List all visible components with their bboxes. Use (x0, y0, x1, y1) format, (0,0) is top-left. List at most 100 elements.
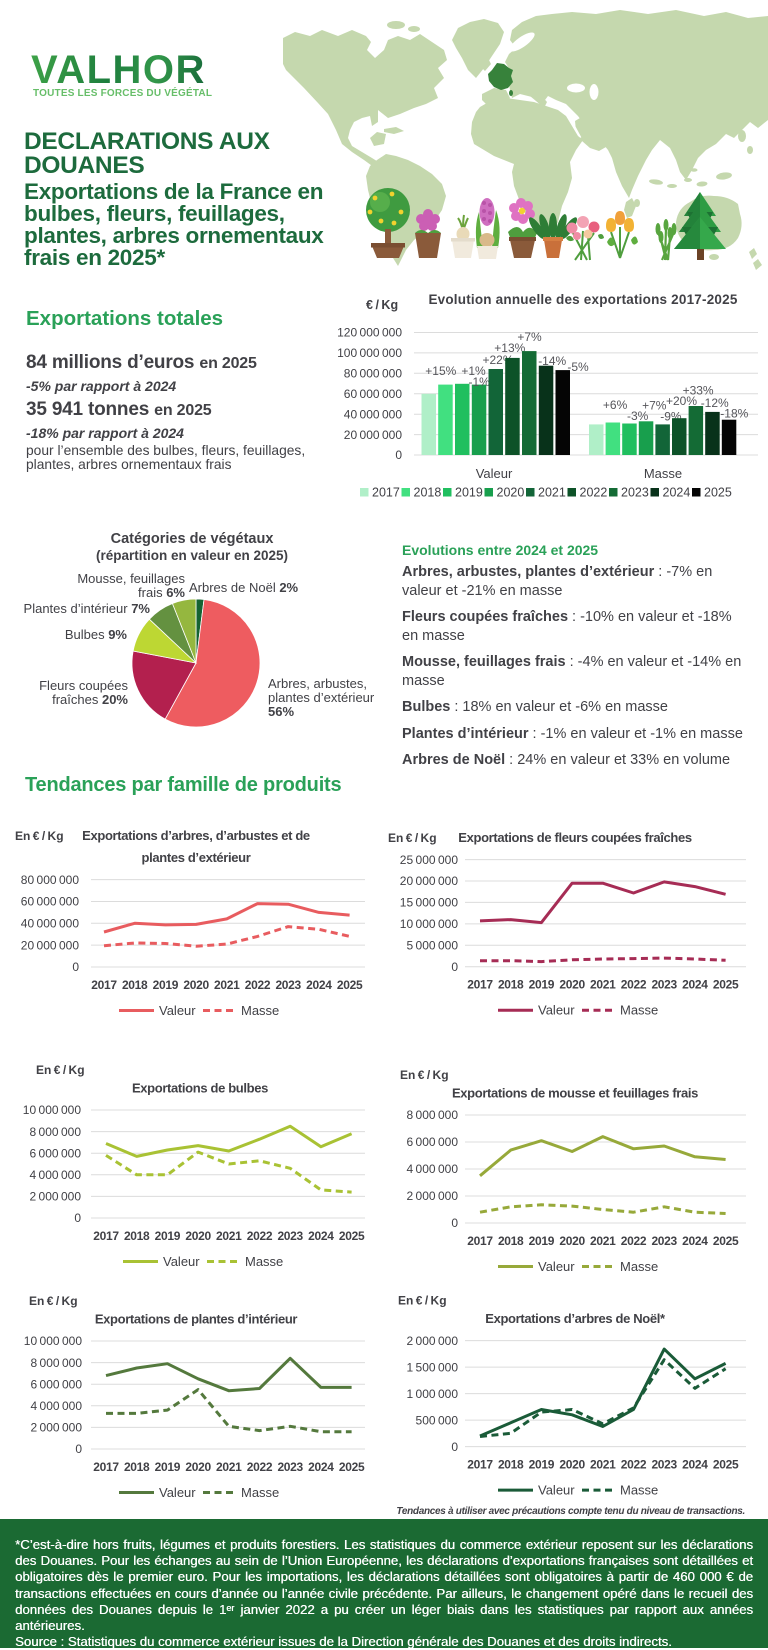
svg-text:2020: 2020 (183, 978, 209, 992)
svg-text:100 000 000: 100 000 000 (337, 346, 402, 360)
svg-text:2023: 2023 (621, 486, 649, 500)
svg-text:6 000 000: 6 000 000 (406, 1135, 458, 1149)
svg-text:2023: 2023 (277, 1460, 303, 1474)
svg-text:Masse: Masse (620, 1003, 658, 1018)
svg-text:2021: 2021 (590, 978, 616, 992)
svg-text:+20%: +20% (666, 394, 697, 408)
svg-text:0: 0 (75, 1442, 82, 1456)
svg-text:2019: 2019 (529, 1234, 555, 1248)
svg-text:4 000 000: 4 000 000 (406, 1162, 458, 1176)
svg-text:2019: 2019 (155, 1460, 181, 1474)
svg-text:25 000 000: 25 000 000 (400, 853, 459, 867)
svg-text:2023: 2023 (651, 1234, 677, 1248)
svg-text:2020: 2020 (559, 1458, 585, 1472)
svg-text:Exportations de bulbes: Exportations de bulbes (132, 1081, 268, 1096)
svg-text:2024: 2024 (663, 486, 691, 500)
svg-text:2025: 2025 (713, 1234, 739, 1248)
svg-text:2022: 2022 (621, 1458, 647, 1472)
svg-text:60 000 000: 60 000 000 (344, 387, 403, 401)
svg-text:Valeur: Valeur (538, 1483, 575, 1498)
svg-text:2024: 2024 (308, 1229, 334, 1243)
svg-text:2024: 2024 (682, 1458, 708, 1472)
svg-text:20 000 000: 20 000 000 (21, 938, 80, 952)
svg-text:+13%: +13% (494, 341, 525, 355)
svg-text:En € / Kg: En € / Kg (15, 829, 64, 843)
svg-text:2025: 2025 (339, 1229, 365, 1243)
svg-text:500 000: 500 000 (416, 1413, 459, 1427)
svg-text:2021: 2021 (214, 978, 240, 992)
svg-text:+1%: +1% (461, 364, 486, 378)
svg-text:2017: 2017 (467, 1234, 493, 1248)
svg-text:2020: 2020 (185, 1229, 211, 1243)
svg-text:Masse: Masse (241, 1003, 279, 1018)
svg-text:2023: 2023 (275, 978, 301, 992)
svg-text:2021: 2021 (216, 1460, 242, 1474)
svg-text:2017: 2017 (467, 978, 493, 992)
svg-text:8 000 000: 8 000 000 (30, 1356, 82, 1370)
svg-text:2020: 2020 (185, 1460, 211, 1474)
svg-text:2024: 2024 (682, 1234, 708, 1248)
svg-text:+33%: +33% (683, 384, 714, 398)
svg-text:2017: 2017 (467, 1458, 493, 1472)
svg-text:2017: 2017 (91, 978, 117, 992)
svg-text:5 000 000: 5 000 000 (406, 939, 458, 953)
svg-text:Valeur: Valeur (159, 1485, 196, 1500)
svg-text:Masse: Masse (620, 1259, 658, 1274)
svg-text:0: 0 (451, 1440, 458, 1454)
svg-text:2020: 2020 (559, 1234, 585, 1248)
svg-text:2022: 2022 (247, 1460, 273, 1474)
svg-text:Exportations d’arbres, d’arbus: Exportations d’arbres, d’arbustes et de (82, 828, 310, 843)
svg-text:10 000 000: 10 000 000 (24, 1334, 83, 1348)
svg-text:2022: 2022 (580, 486, 608, 500)
svg-text:2023: 2023 (651, 1458, 677, 1472)
svg-text:-3%: -3% (627, 409, 649, 423)
svg-text:En € / Kg: En € / Kg (400, 1068, 449, 1082)
svg-text:€ / Kg: € / Kg (366, 298, 398, 312)
svg-text:80 000 000: 80 000 000 (21, 873, 80, 887)
svg-text:Exportations de mousse et feui: Exportations de mousse et feuillages fra… (452, 1086, 698, 1101)
svg-text:2019: 2019 (153, 978, 179, 992)
svg-text:Masse: Masse (241, 1485, 279, 1500)
svg-text:2024: 2024 (308, 1460, 334, 1474)
svg-text:Evolution annuelle des exporta: Evolution annuelle des exportations 2017… (428, 292, 737, 307)
svg-text:Valeur: Valeur (538, 1003, 575, 1018)
svg-text:8 000 000: 8 000 000 (406, 1108, 458, 1122)
svg-text:8 000 000: 8 000 000 (29, 1125, 81, 1139)
svg-text:Masse: Masse (245, 1254, 283, 1269)
svg-text:2018: 2018 (124, 1229, 150, 1243)
svg-text:20 000 000: 20 000 000 (344, 428, 403, 442)
svg-text:2021: 2021 (590, 1458, 616, 1472)
svg-text:2017: 2017 (93, 1460, 119, 1474)
svg-text:2 000 000: 2 000 000 (406, 1334, 458, 1348)
svg-text:plantes d’extérieur: plantes d’extérieur (142, 850, 251, 865)
svg-text:2018: 2018 (498, 1458, 524, 1472)
svg-text:2019: 2019 (529, 978, 555, 992)
svg-text:Valeur: Valeur (476, 466, 513, 481)
svg-text:120 000 000: 120 000 000 (337, 326, 402, 340)
svg-text:0: 0 (74, 1211, 81, 1225)
svg-text:2023: 2023 (651, 978, 677, 992)
svg-text:Exportations d’arbres de Noël*: Exportations d’arbres de Noël* (485, 1311, 666, 1326)
svg-text:2 000 000: 2 000 000 (30, 1421, 82, 1435)
svg-text:2 000 000: 2 000 000 (406, 1189, 458, 1203)
svg-text:2018: 2018 (124, 1460, 150, 1474)
svg-text:+15%: +15% (425, 364, 456, 378)
svg-text:2020: 2020 (497, 486, 525, 500)
svg-text:2019: 2019 (455, 486, 483, 500)
svg-text:-5%: -5% (567, 360, 589, 374)
svg-text:Valeur: Valeur (159, 1003, 196, 1018)
svg-text:2021: 2021 (538, 486, 566, 500)
svg-text:2024: 2024 (306, 978, 332, 992)
svg-text:10 000 000: 10 000 000 (23, 1103, 82, 1117)
svg-text:2025: 2025 (339, 1460, 365, 1474)
svg-text:-1%: -1% (469, 375, 491, 389)
svg-text:15 000 000: 15 000 000 (400, 896, 459, 910)
svg-text:40 000 000: 40 000 000 (21, 917, 80, 931)
svg-text:2022: 2022 (621, 1234, 647, 1248)
svg-text:2017: 2017 (372, 486, 400, 500)
svg-text:Valeur: Valeur (163, 1254, 200, 1269)
svg-text:2022: 2022 (247, 1229, 273, 1243)
svg-text:-14%: -14% (538, 354, 566, 368)
svg-text:40 000 000: 40 000 000 (344, 407, 403, 421)
svg-text:4 000 000: 4 000 000 (29, 1168, 81, 1182)
